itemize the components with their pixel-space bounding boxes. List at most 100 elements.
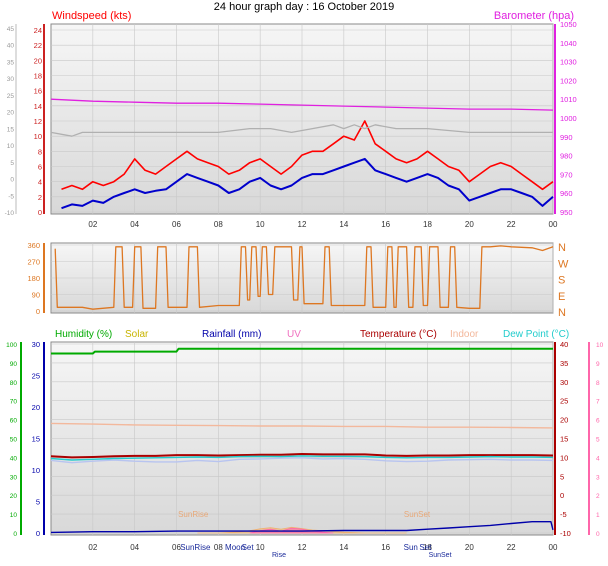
baro-y-tick-label: 1030 [560, 58, 577, 67]
compass-label: S [558, 275, 565, 287]
event-label-moonrise: Rise [272, 552, 286, 559]
wind-far-left-tick-label: 20 [7, 110, 15, 117]
direction-y-tick-label: 90 [32, 291, 40, 300]
legend-label-temp: Temperature (°C) [360, 329, 437, 340]
baro-y-tick-label: 1020 [560, 76, 577, 85]
event-label-sunset-part: Set [419, 543, 432, 552]
wind-series-gray-trace [50, 124, 553, 137]
temp-x-tick-label: 22 [507, 543, 516, 552]
temp-x-tick-label: 02 [88, 543, 97, 552]
temp-y-tick-label: 20 [560, 416, 568, 425]
baro-y-tick-label: 960 [560, 189, 573, 198]
temp-y-tick-label: -5 [560, 510, 567, 519]
event-label-moonset: Set [242, 543, 255, 552]
direction-series [54, 245, 554, 310]
rain-tick-label: 10 [32, 466, 40, 475]
wind-x-tick-label: 14 [339, 220, 348, 229]
wind-y-tick-label: 6 [38, 163, 42, 172]
annotation-sunrise: SunRise [178, 510, 209, 519]
wind-baro-panel: 242220181614121086420454035302520151050-… [5, 10, 577, 229]
uv-tick-label: 0 [596, 531, 600, 538]
humidity-tick-label: 50 [10, 437, 18, 444]
wind-x-tick-label: 16 [381, 220, 390, 229]
legend-label-rain: Rainfall (mm) [202, 329, 261, 340]
temp-y-tick-label: 25 [560, 397, 568, 406]
temp-x-tick-label: 06 [172, 543, 181, 552]
series-temperature [50, 453, 554, 459]
wind-series-gust [61, 120, 554, 191]
legend-label-humidity: Humidity (%) [55, 329, 112, 340]
wind-far-left-tick-label: 40 [7, 43, 15, 50]
event-label-sunset: SunSet [429, 552, 452, 559]
temp-x-tick-label: 00 [549, 543, 558, 552]
temp-x-tick-label: 18 [423, 543, 432, 552]
baro-y-tick-label: 990 [560, 133, 573, 142]
wind-y-tick-label: 24 [34, 26, 42, 35]
direction-y-tick-label: 180 [27, 274, 40, 283]
wind-y-tick-label: 22 [34, 41, 42, 50]
temp-x-tick-label: 16 [381, 543, 390, 552]
series-feels-like [50, 457, 554, 464]
wind-series-barometer [50, 98, 554, 111]
wind-far-left-tick-label: 25 [7, 93, 15, 100]
series-rainfall [50, 521, 554, 534]
uv-tick-label: 8 [596, 380, 600, 387]
wind-far-left-tick-label: 45 [7, 26, 15, 33]
wind-series-average [61, 157, 554, 210]
direction-y-tick-label: 360 [27, 241, 40, 250]
humidity-tick-label: 40 [10, 455, 18, 462]
wind-x-tick-label: 12 [298, 220, 307, 229]
temp-y-tick-label: 15 [560, 435, 568, 444]
humidity-tick-label: 80 [10, 380, 18, 387]
wind-far-left-tick-label: 35 [7, 59, 15, 66]
humidity-tick-label: 0 [13, 531, 17, 538]
legend-label-uv: UV [287, 329, 301, 340]
compass-label: N [558, 307, 566, 319]
wind-far-left-tick-label: 10 [7, 143, 15, 150]
uv-tick-label: 7 [596, 399, 600, 406]
rain-tick-label: 0 [36, 529, 40, 538]
series-humidity [51, 347, 553, 355]
legend-label-indoor: Indoor [450, 329, 479, 340]
uv-tick-label: 6 [596, 418, 600, 425]
wind-y-tick-label: 8 [38, 147, 42, 156]
humidity-tick-label: 70 [10, 399, 18, 406]
annotation-sunset: SunSet [404, 510, 431, 519]
event-label-sun: Sun [404, 543, 418, 552]
temp-x-tick-label: 10 [256, 543, 265, 552]
wind-y-tick-label: 12 [34, 117, 42, 126]
wind-far-left-tick-label: 30 [7, 76, 15, 83]
wind-x-tick-label: 04 [130, 220, 139, 229]
direction-y-tick-label: 270 [27, 258, 40, 267]
temp-x-tick-label: 20 [465, 543, 474, 552]
wind-x-tick-label: 20 [465, 220, 474, 229]
wind-x-tick-label: 02 [88, 220, 97, 229]
uv-tick-label: 10 [596, 342, 604, 349]
uv-tick-label: 4 [596, 455, 600, 462]
direction-y-tick-label: 0 [36, 307, 40, 316]
humidity-tick-label: 30 [10, 474, 18, 481]
rain-tick-label: 5 [36, 498, 40, 507]
uv-tick-label: 5 [596, 437, 600, 444]
compass-label: E [558, 291, 565, 303]
uv-tick-label: 2 [596, 493, 600, 500]
uv-tick-label: 9 [596, 361, 600, 368]
uv-tick-label: 3 [596, 474, 600, 481]
baro-y-tick-label: 1040 [560, 39, 577, 48]
temp-x-tick-label: 12 [298, 543, 307, 552]
rain-tick-label: 20 [32, 403, 40, 412]
humidity-tick-label: 10 [10, 512, 18, 519]
humidity-tick-label: 100 [6, 342, 17, 349]
wind-x-tick-label: 08 [214, 220, 223, 229]
baro-y-tick-label: 1050 [560, 20, 577, 29]
rain-tick-label: 25 [32, 372, 40, 381]
baro-y-tick-label: 970 [560, 170, 573, 179]
rain-tick-label: 15 [32, 435, 40, 444]
temp-x-tick-label: 14 [339, 543, 348, 552]
temp-y-tick-label: 0 [560, 491, 564, 500]
barometer-label: Barometer (hpa) [494, 10, 574, 22]
temp-x-tick-label: 04 [130, 543, 139, 552]
wind-y-tick-label: 0 [38, 208, 42, 217]
